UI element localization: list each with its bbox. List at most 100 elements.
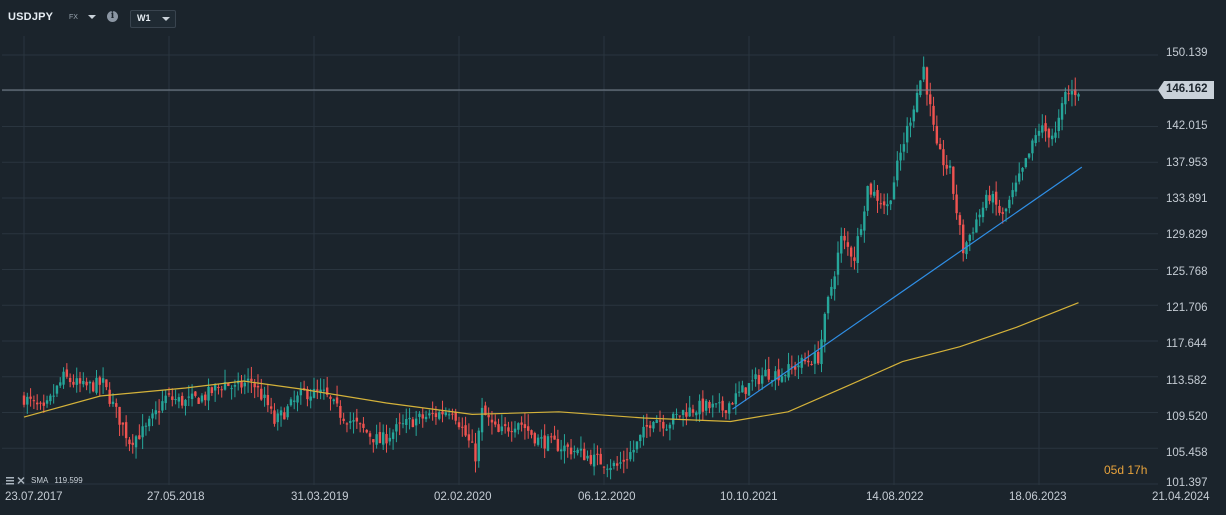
candle-up [760, 375, 764, 384]
current-price-value: 146.162 [1166, 83, 1208, 95]
candle-down [932, 105, 935, 125]
candle-down [530, 430, 533, 435]
candle-up [833, 276, 836, 290]
candle-down [988, 195, 991, 201]
candle-down [550, 436, 553, 438]
candle-down [266, 394, 270, 406]
candle-down [398, 422, 401, 424]
candle-up [424, 416, 428, 420]
candle-down [329, 396, 332, 399]
candle-up [438, 412, 441, 419]
close-icon[interactable] [17, 476, 25, 485]
candle-up [968, 234, 971, 241]
date-axis-label: 02.02.2020 [434, 491, 492, 503]
candle-down [846, 242, 850, 247]
candle-down [662, 421, 665, 429]
candle-up [965, 242, 968, 255]
candle-down [599, 453, 602, 465]
candle-down [793, 366, 797, 370]
candle-up [734, 393, 738, 405]
candle-down [876, 190, 879, 201]
candle-up [1070, 90, 1074, 95]
info-icon[interactable]: i [107, 11, 118, 22]
candle-down [431, 413, 434, 415]
candle-down [345, 423, 349, 425]
chart-toolbar: USDJPY FX i W1 [0, 0, 1226, 36]
candle-down [474, 443, 477, 462]
candle-up [899, 152, 902, 161]
candle-up [1021, 167, 1024, 172]
candle-down [507, 427, 510, 432]
candle-down [115, 403, 118, 407]
candle-up [187, 396, 190, 398]
candle-down [451, 413, 454, 415]
candle-up [780, 376, 784, 382]
candle-down [325, 387, 329, 395]
timeframe-select[interactable]: W1 [130, 10, 176, 28]
candle-up [45, 400, 49, 404]
indicator-legend[interactable]: SMA 119.599 [6, 476, 83, 485]
price-axis-label: 121.706 [1166, 302, 1208, 314]
candle-down [566, 444, 569, 447]
candle-down [217, 387, 220, 389]
candle-down [678, 415, 681, 417]
candle-up [800, 357, 803, 368]
candle-up [985, 194, 988, 208]
trend-line[interactable] [732, 166, 1083, 410]
symbol-type-label: FX [69, 14, 78, 21]
candle-up [886, 204, 889, 207]
candle-up [714, 403, 718, 405]
candle-up [332, 399, 335, 402]
candle-down [721, 400, 724, 411]
candle-up [243, 382, 246, 387]
candle-down [938, 143, 942, 150]
candle-down [167, 393, 171, 395]
candle-up [579, 448, 583, 451]
candle-down [777, 369, 780, 381]
candle-down [701, 398, 705, 412]
candle-up [866, 186, 869, 211]
candle-up [1014, 182, 1018, 192]
candle-down [454, 412, 457, 421]
candle-up [414, 418, 418, 426]
candle-up [889, 200, 892, 205]
price-axis-label: 129.829 [1166, 229, 1208, 241]
candle-down [879, 203, 883, 205]
candle-up [312, 388, 316, 398]
candle-down [645, 425, 649, 427]
candle-down [441, 411, 444, 415]
candle-up [774, 371, 777, 380]
symbol-label[interactable]: USDJPY [8, 11, 54, 23]
candle-down [464, 425, 467, 436]
candle-layer [22, 56, 1080, 480]
candle-up [915, 92, 919, 112]
candle-up [111, 401, 115, 404]
indicator-name: SMA [31, 476, 49, 485]
candle-up [856, 236, 859, 264]
candle-up [62, 371, 65, 385]
candle-up [177, 397, 181, 402]
candle-up [592, 454, 596, 467]
candle-down [691, 409, 695, 413]
candle-down [955, 194, 958, 214]
candle-down [625, 459, 629, 461]
sma-line [23, 302, 1079, 423]
candle-up [576, 449, 579, 454]
candle-up [401, 423, 405, 425]
indicator-controls [6, 476, 25, 485]
chevron-down-icon[interactable] [87, 12, 97, 22]
candle-down [457, 422, 461, 428]
candle-up [289, 399, 293, 406]
chevron-down-icon [162, 17, 170, 21]
candle-up [144, 425, 148, 427]
candle-down [490, 419, 494, 423]
candle-up [477, 430, 480, 462]
candle-down [998, 205, 1001, 213]
settings-icon[interactable] [6, 477, 14, 485]
candle-down [421, 414, 424, 419]
candle-up [26, 396, 29, 405]
candle-up [632, 449, 635, 453]
candle-down [65, 369, 69, 377]
